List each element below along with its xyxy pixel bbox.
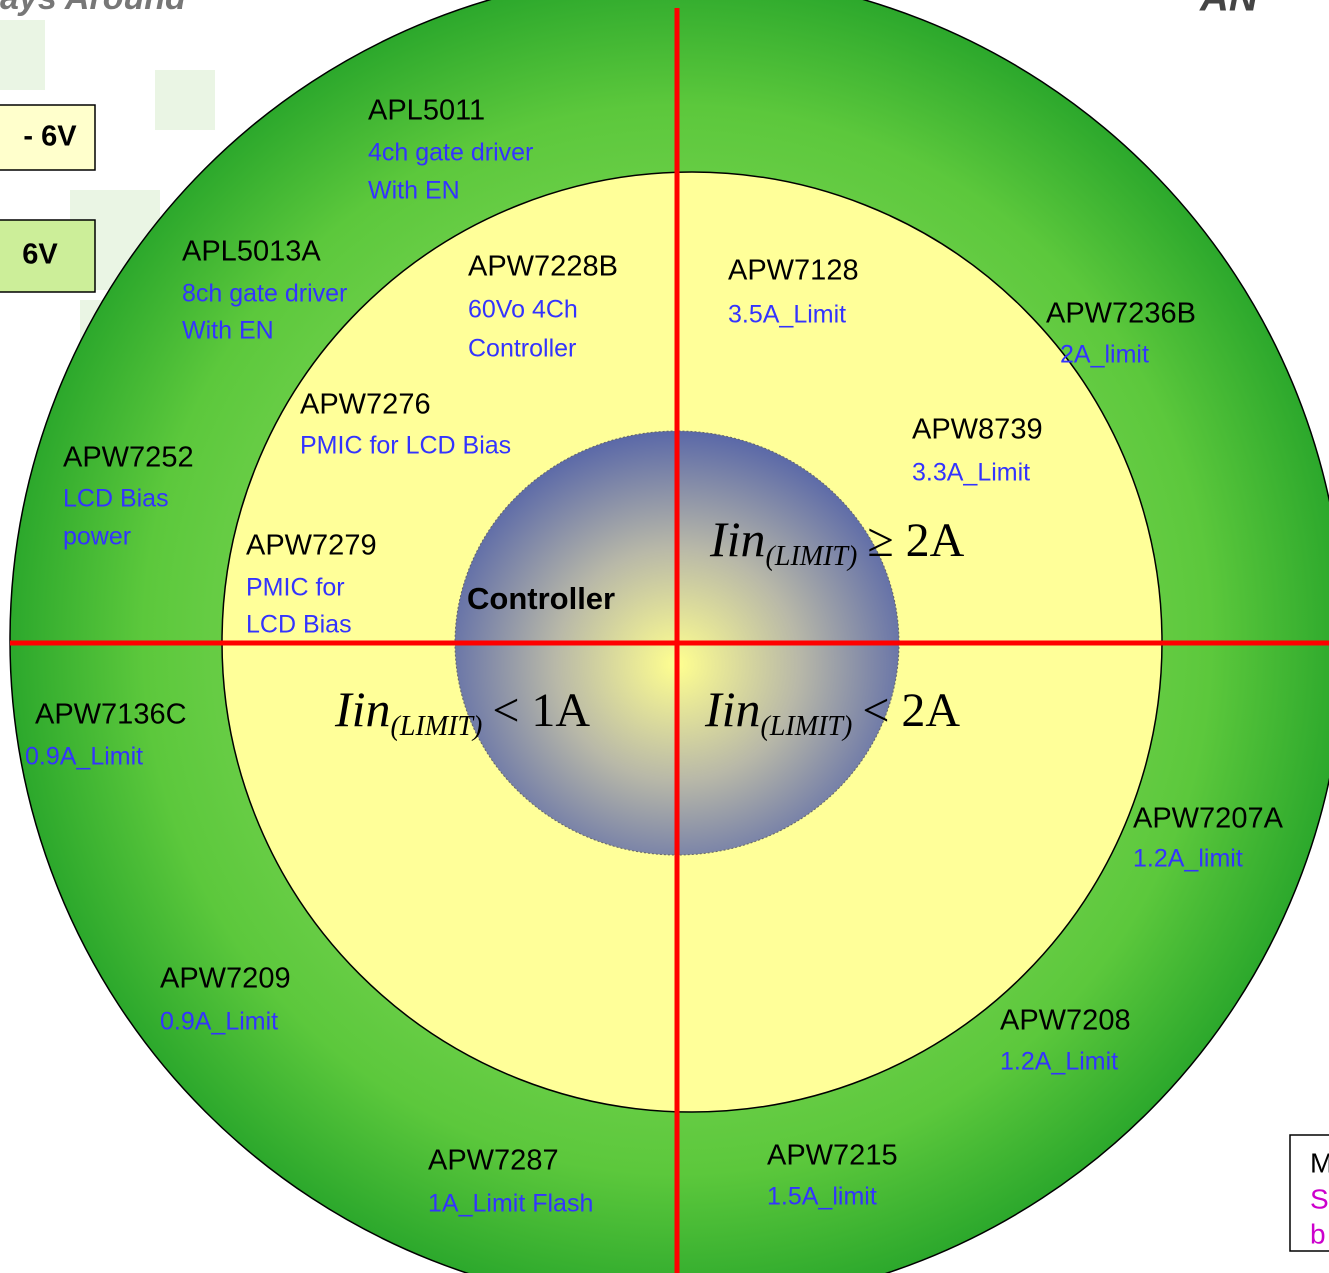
formula-rel: ≥ 2A (867, 514, 964, 567)
part-desc: LCD Bias (246, 611, 352, 639)
part-desc: LCD Bias (63, 485, 169, 513)
part-desc: 60Vo 4Ch (468, 296, 578, 324)
note-text: M (1310, 1147, 1329, 1178)
voltage-label: - 6V (23, 121, 77, 153)
formula-rel: < 1A (492, 684, 590, 737)
formula: Iin(LIMIT) < 1A (334, 681, 590, 742)
part-desc: PMIC for LCD Bias (300, 432, 511, 460)
part-name: APW7279 (246, 530, 377, 562)
formula-main: Iin (704, 681, 761, 737)
center-label: Controller (467, 581, 615, 616)
part-name: APW7252 (63, 442, 194, 474)
part-name: APW7276 (300, 389, 431, 421)
part-name: APW7128 (728, 255, 859, 287)
part-desc: 1.2A_limit (1133, 845, 1243, 873)
part-desc: 3.5A_Limit (728, 301, 846, 329)
formula-main: Iin (334, 681, 391, 737)
part-name: APW7287 (428, 1145, 559, 1177)
items: APL5011 4ch gate driver With EN APL5013A 8ch… (25, 95, 1284, 1218)
part-name: APL5013A (182, 236, 321, 268)
note-text: S (1310, 1183, 1329, 1214)
formula-main: Iin (709, 511, 766, 567)
part-name: APW7207A (1133, 803, 1284, 835)
part-desc: 8ch gate driver (182, 280, 347, 308)
part-desc: 1.5A_limit (767, 1183, 877, 1211)
part-desc: power (63, 523, 131, 551)
part-desc: With EN (368, 177, 460, 205)
part-desc: With EN (182, 317, 274, 345)
note-text: b (1310, 1218, 1326, 1249)
header-title: ays Around (0, 0, 187, 17)
part-name: APW7136C (35, 699, 187, 731)
part-desc: 0.9A_Limit (25, 743, 143, 771)
voltage-box (0, 104, 96, 171)
part-name: APW7215 (767, 1140, 898, 1172)
part-desc: 0.9A_Limit (160, 1008, 278, 1036)
formula-sub: (LIMIT) (391, 711, 483, 742)
part-desc: 2A_limit (1060, 341, 1149, 369)
part-name: APW7208 (1000, 1005, 1131, 1037)
part-name: APW7209 (160, 963, 291, 995)
formula-sub: (LIMIT) (766, 541, 858, 572)
part-desc: PMIC for (246, 574, 345, 602)
note-box (1289, 1134, 1329, 1252)
part-desc: 1A_Limit Flash (428, 1190, 593, 1218)
formula-sub: (LIMIT) (761, 711, 853, 742)
part-name: APW7236B (1046, 298, 1196, 330)
formula: Iin(LIMIT) ≥ 2A (709, 511, 965, 572)
part-desc: 3.3A_Limit (912, 459, 1030, 487)
formula: Iin(LIMIT) < 2A (704, 681, 960, 742)
part-desc: 1.2A_Limit (1000, 1048, 1118, 1076)
formula-rel: < 2A (862, 684, 960, 737)
voltage-label: 6V (22, 239, 58, 271)
part-desc: Controller (468, 335, 576, 363)
logo: AN (1199, 0, 1259, 20)
part-desc: 4ch gate driver (368, 139, 533, 167)
part-name: APW8739 (912, 414, 1043, 446)
part-name: APW7228B (468, 251, 618, 283)
part-name: APL5011 (368, 95, 485, 127)
voltage-box (0, 219, 96, 293)
